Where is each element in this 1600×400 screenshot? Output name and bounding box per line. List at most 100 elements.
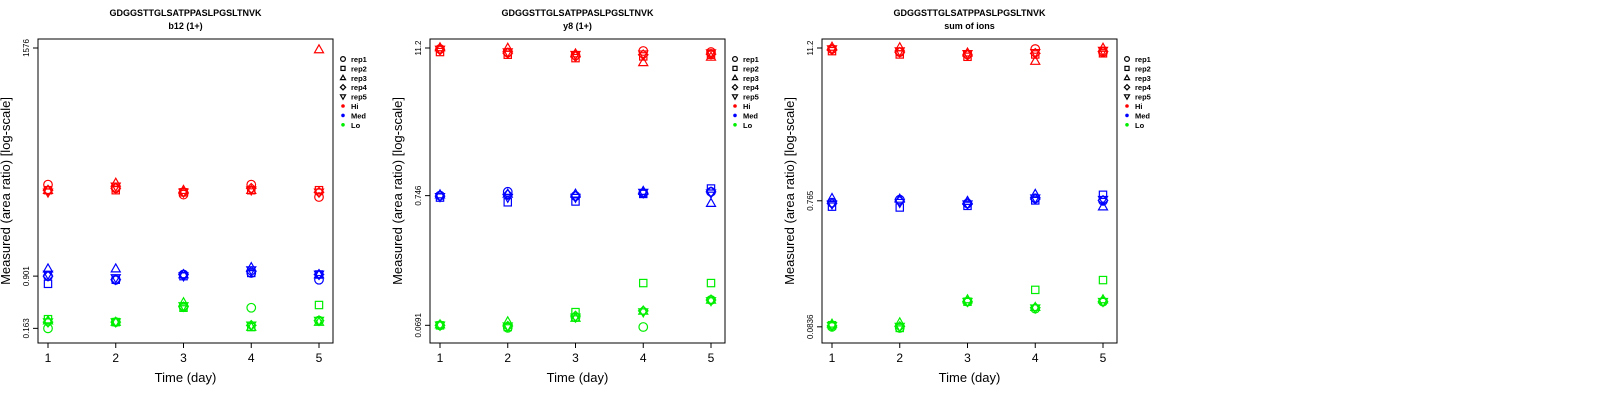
legend-marker-rep3 (731, 73, 739, 81)
legend-dot-hi (341, 104, 345, 108)
point-med-rep1 (502, 186, 513, 197)
point-med-rep2 (571, 197, 580, 206)
point-hi-rep5 (245, 186, 257, 197)
x-tick-label: 3 (964, 351, 971, 365)
data-points (42, 43, 325, 334)
legend-dot-lo (1125, 123, 1129, 127)
point-med-rep1 (246, 268, 257, 278)
point-hi-rep5 (1029, 48, 1041, 59)
legend-marker-rep1 (732, 55, 739, 62)
point-lo-rep3 (637, 304, 649, 315)
point-hi-rep1 (314, 192, 324, 202)
point-lo-rep1 (246, 302, 257, 313)
point-med-rep1 (314, 274, 324, 285)
point-lo-rep3 (434, 318, 446, 329)
y-tick-label: 1576 (22, 39, 31, 57)
data-points (826, 41, 1109, 333)
point-med-rep5 (894, 198, 906, 209)
point-lo-rep5 (177, 302, 190, 312)
point-hi-rep3 (569, 47, 582, 58)
x-tick-label: 5 (316, 351, 323, 365)
y-tick-label: 0.746 (414, 185, 423, 206)
point-med-rep5 (1029, 194, 1041, 205)
point-hi-rep1 (246, 179, 257, 190)
point-med-rep5 (1097, 195, 1109, 206)
legend-label-hi: Hi (1135, 102, 1143, 111)
legend-label-rep4: rep4 (1135, 83, 1152, 92)
point-hi-rep5 (1097, 46, 1109, 57)
plot-frame (821, 38, 1118, 344)
point-med-rep5 (637, 188, 649, 199)
legend-label-rep2: rep2 (1135, 64, 1151, 73)
point-hi-rep3 (502, 42, 514, 52)
legend-label-lo: Lo (1135, 121, 1145, 130)
legend-marker-rep2 (1124, 65, 1130, 72)
chart-subtitle: b12 (1+) (168, 21, 202, 31)
point-med-rep3 (313, 268, 325, 279)
point-lo-rep1 (638, 322, 649, 332)
point-lo-rep5 (1029, 304, 1041, 315)
point-lo-rep5 (110, 318, 122, 329)
point-lo-rep2 (706, 278, 716, 288)
legend-label-rep1: rep1 (351, 55, 367, 64)
y-tick-label: 0.765 (806, 190, 815, 211)
point-lo-rep5 (42, 318, 54, 329)
x-tick-label: 4 (640, 351, 647, 365)
chart-title: GDGGSTTGLSATPPASLPGSLTNVK (109, 8, 262, 18)
point-hi-rep5 (637, 50, 649, 61)
legend-label-rep5: rep5 (351, 93, 367, 102)
point-hi-rep1 (706, 47, 716, 57)
point-lo-rep3 (177, 296, 190, 307)
legend-label-lo: Lo (743, 121, 753, 130)
x-tick-label: 2 (504, 351, 511, 365)
point-hi-rep1 (178, 189, 189, 200)
point-lo-rep3 (1029, 301, 1041, 312)
point-hi-rep3 (1029, 55, 1041, 65)
legend-label-rep4: rep4 (351, 83, 368, 92)
y-tick-label: 11.2 (414, 40, 423, 56)
x-tick-label: 4 (248, 351, 255, 365)
legend-label-med: Med (351, 111, 366, 120)
data-points (434, 41, 717, 333)
legend-dot-lo (733, 123, 737, 127)
legend-marker-rep4 (731, 83, 739, 91)
point-med-rep5 (502, 193, 514, 204)
point-lo-rep5 (245, 321, 257, 332)
point-lo-rep2 (1030, 285, 1040, 295)
chart-svg-sum-of-ions: GDGGSTTGLSATPPASLPGSLTNVK sum of ions 1 2 3 4… (782, 8, 1152, 385)
point-med-rep5 (313, 270, 325, 281)
point-hi-rep3 (637, 56, 649, 67)
point-hi-rep5 (894, 47, 906, 58)
legend-marker-rep4 (339, 83, 347, 91)
point-lo-rep1 (43, 323, 53, 334)
x-axis-label: Time (day) (547, 370, 609, 385)
x-tick-label: 3 (572, 351, 579, 365)
point-hi-rep2 (435, 47, 445, 57)
legend-marker-rep4 (1123, 83, 1131, 91)
point-hi-rep5 (177, 188, 190, 199)
legend-dot-med (341, 113, 345, 118)
legend-dot-hi (1125, 104, 1129, 108)
chart-panel-y8: GDGGSTTGLSATPPASLPGSLTNVK y8 (1+) 1 2 3 4 5 Tim… (390, 0, 784, 400)
point-med-rep3 (110, 262, 122, 273)
point-med-rep3 (177, 268, 190, 279)
point-med-rep2 (706, 184, 716, 193)
legend-label-rep4: rep4 (743, 83, 760, 92)
legend-label-rep3: rep3 (351, 74, 367, 83)
point-lo-rep3 (705, 294, 717, 304)
x-axis-label: Time (day) (155, 370, 217, 385)
legend-marker-rep1 (1124, 55, 1131, 62)
x-tick-label: 1 (437, 351, 444, 365)
point-med-rep5 (42, 270, 54, 281)
y-tick-label: 0.163 (22, 318, 31, 339)
point-lo-rep3 (110, 316, 122, 326)
point-med-rep5 (705, 189, 717, 200)
plot-frame (429, 38, 726, 344)
point-lo-rep5 (637, 308, 649, 319)
legend-dot-hi (733, 104, 737, 108)
legend-dot-med (733, 113, 737, 118)
x-tick-label: 4 (1032, 351, 1039, 365)
y-tick-label: 0.901 (22, 266, 31, 287)
chart-svg-b12: GDGGSTTGLSATPPASLPGSLTNVK b12 (1+) 1 2 3 4 5 Ti… (0, 8, 368, 385)
